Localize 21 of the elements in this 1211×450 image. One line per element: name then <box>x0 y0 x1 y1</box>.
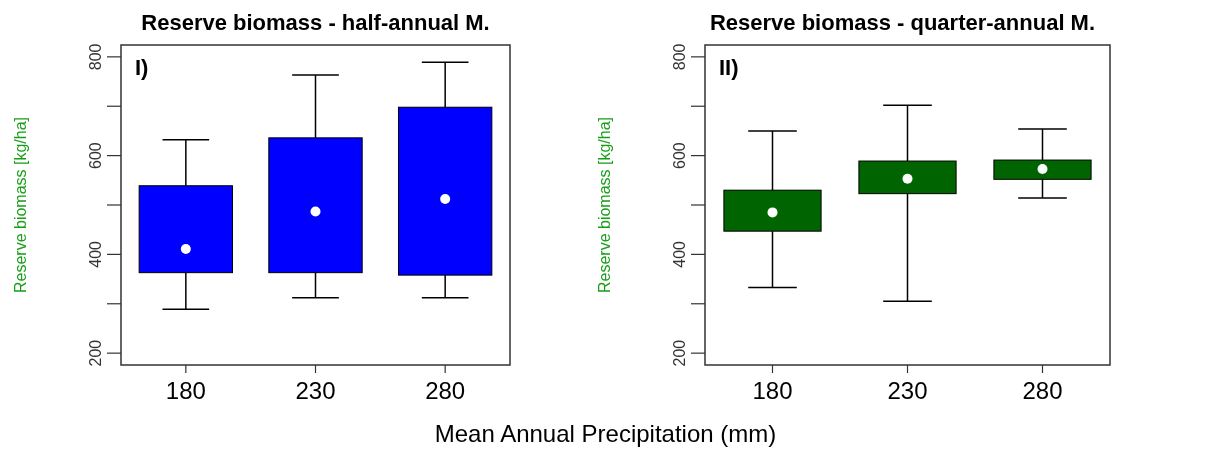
y-tick-label: 200 <box>671 339 688 367</box>
y-tick-label: 200 <box>87 339 104 367</box>
x-tick-label: 230 <box>295 377 336 404</box>
y-tick-label: 800 <box>671 43 688 71</box>
annotation: I) <box>135 55 149 80</box>
x-tick-label: 280 <box>1022 377 1063 404</box>
y-tick-label: 600 <box>87 142 104 169</box>
y-tick-label: 600 <box>671 142 688 169</box>
chart-title: Reserve biomass - quarter-annual M. <box>709 10 1096 35</box>
chart-title: Reserve biomass - half-annual M. <box>141 10 490 35</box>
y-tick-label: 400 <box>671 240 688 268</box>
y-axis-title: Reserve biomass [kg/ha] <box>12 116 29 294</box>
y-tick-label: 400 <box>87 240 104 268</box>
x-tick-label: 180 <box>752 377 793 404</box>
x-tick-label: 280 <box>425 377 466 404</box>
x-tick-label: 230 <box>887 377 928 404</box>
y-tick-label: 800 <box>87 43 104 71</box>
annotation: II) <box>719 55 739 80</box>
x-axis-title: Mean Annual Precipitation (mm) <box>434 420 777 447</box>
x-tick-label: 180 <box>165 377 206 404</box>
y-axis-title: Reserve biomass [kg/ha] <box>596 116 613 294</box>
